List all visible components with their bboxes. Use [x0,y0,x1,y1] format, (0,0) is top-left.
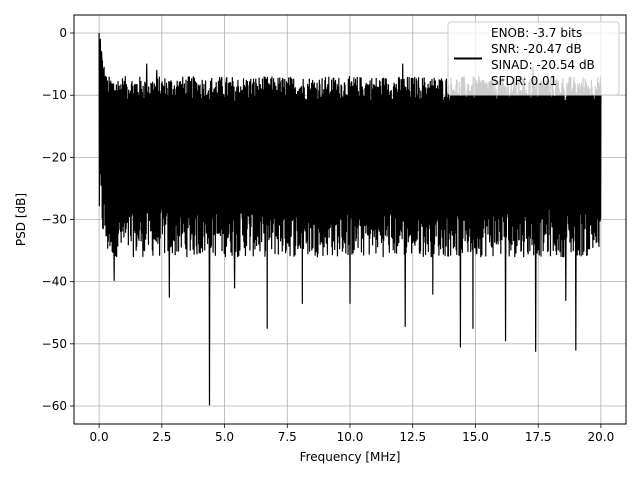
x-tick-label: 10.0 [337,430,364,444]
legend: ENOB: -3.7 bits SNR: -20.47 dB SINAD: -2… [448,22,619,95]
x-axis-label: Frequency [MHz] [300,450,401,464]
x-tick-label: 5.0 [215,430,234,444]
y-ticks: 0 −10 −20 −30 −40 −50 −60 [42,26,74,413]
y-tick-label: −50 [42,337,67,351]
legend-snr: SNR: -20.47 dB [491,42,582,56]
x-tick-label: 17.5 [525,430,552,444]
x-tick-label: 12.5 [399,430,426,444]
x-tick-label: 2.5 [152,430,171,444]
x-tick-label: 20.0 [588,430,615,444]
legend-sfdr: SFDR: 0.01 [491,74,557,88]
x-ticks: 0.0 2.5 5.0 7.5 10.0 12.5 15.0 17.5 20.0 [90,424,615,444]
y-tick-label: −60 [42,399,67,413]
x-tick-label: 7.5 [278,430,297,444]
x-tick-label: 15.0 [462,430,489,444]
legend-enob: ENOB: -3.7 bits [491,26,582,40]
x-tick-label: 0.0 [90,430,109,444]
y-tick-label: −40 [42,275,67,289]
y-tick-label: −20 [42,150,67,164]
legend-sinad: SINAD: -20.54 dB [491,58,595,72]
y-tick-label: −10 [42,88,67,102]
y-tick-label: 0 [59,26,67,40]
y-tick-label: −30 [42,213,67,227]
y-axis-label: PSD [dB] [14,193,28,246]
